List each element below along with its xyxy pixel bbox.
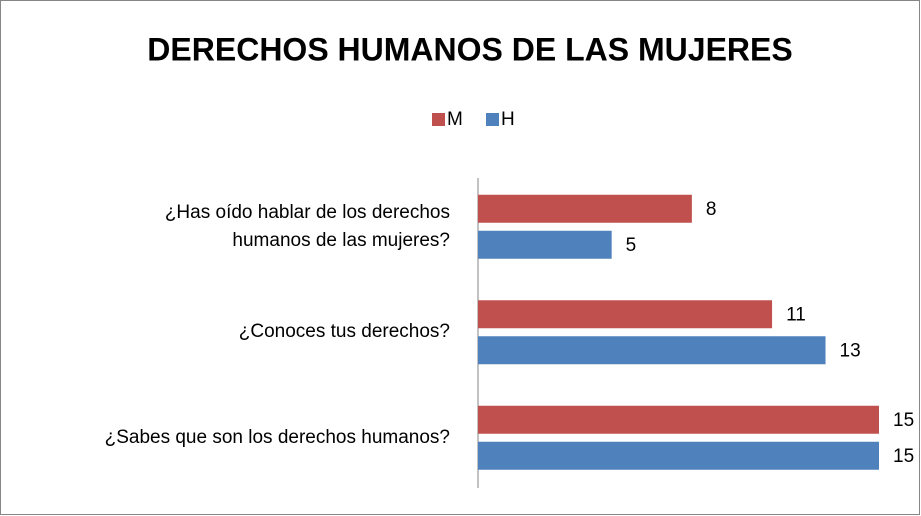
bar (478, 230, 612, 259)
data-label: 8 (706, 199, 717, 220)
data-label: 5 (626, 235, 637, 256)
data-label: 15 (893, 410, 914, 431)
bar (478, 336, 826, 365)
bar (478, 441, 879, 470)
y-tick-label: ¿Sabes que son los derechos humanos? (104, 426, 450, 448)
chart-title: DERECHOS HUMANOS DE LAS MUJERES (147, 31, 792, 67)
data-label: 15 (893, 446, 914, 467)
data-label: 13 (840, 340, 861, 361)
y-tick-label: ¿Has oído hablar de los derechos humanos… (164, 201, 450, 251)
legend-swatch (486, 113, 499, 126)
data-label: 11 (786, 304, 806, 325)
legend-swatch (432, 113, 445, 126)
legend-label: M (447, 109, 463, 130)
legend-label: H (501, 109, 515, 130)
bar (478, 405, 879, 434)
bar (478, 194, 692, 223)
bar (478, 300, 773, 329)
y-tick-label: ¿Conoces tus derechos? (238, 321, 450, 343)
